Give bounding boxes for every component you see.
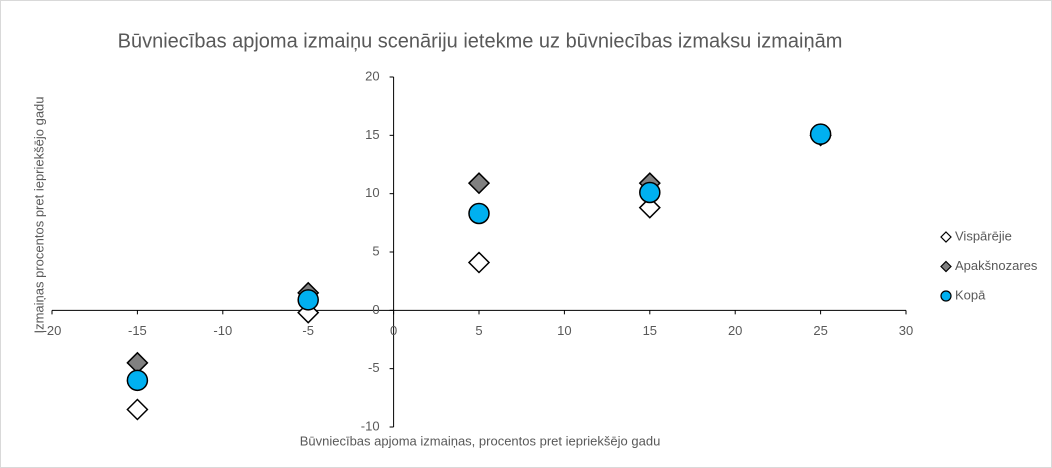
x-axis-title: Būvniecības apjoma izmaiņas, procentos p… [300,433,661,448]
y-tick-label: 5 [372,243,379,258]
point [638,196,661,219]
point [126,398,149,421]
x-tick-label: -5 [302,323,314,338]
legend-label: Kopā [955,287,986,302]
y-tick-label: -5 [368,360,380,375]
y-tick-label: -10 [361,418,380,433]
y-axis-title: Izmaiņas procentos pret iepriekšējo gadu [31,96,46,333]
y-tick-label: 0 [372,302,379,317]
x-tick-label: 10 [557,323,571,338]
legend-marker [940,231,952,243]
x-tick-label: -20 [43,323,62,338]
point [468,202,490,225]
x-tick-label: -15 [128,323,147,338]
x-tick-label: 15 [643,323,657,338]
x-tick-label: 25 [813,323,827,338]
legend-label: Vispārējie [955,228,1012,243]
point [126,369,149,392]
point [467,172,491,195]
x-tick-label: 5 [475,323,482,338]
x-tick-label: 20 [728,323,742,338]
y-tick-label: 20 [365,68,379,83]
x-tick-label: -10 [213,323,232,338]
point [639,181,661,204]
legend-marker [940,290,952,302]
legend-marker [940,260,952,273]
chart-title: Būvniecības apjoma izmaiņu scenāriju iet… [118,30,843,52]
x-tick-label: 30 [899,323,913,338]
y-tick-label: 10 [365,185,379,200]
point [467,251,491,274]
legend-label: Apakšnozares [955,258,1038,273]
y-tick-label: 15 [365,127,379,142]
x-tick-label: 0 [390,323,397,338]
point [297,289,319,311]
point [809,123,832,145]
